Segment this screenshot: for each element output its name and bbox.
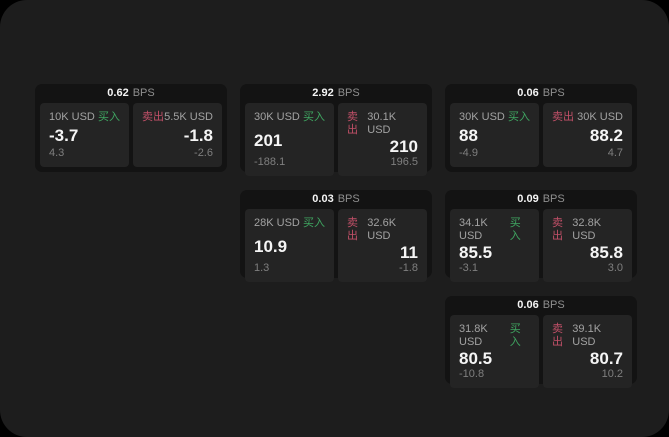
- bps-unit-label: BPS: [542, 299, 565, 311]
- quote-card-grid: 0.62 BPS 10K USD 买入 -3.7 4.3 卖出: [35, 84, 637, 388]
- buy-notional: 34.1K USD: [459, 217, 488, 242]
- price-cells: 10K USD 买入 -3.7 4.3 卖出 5.5K USD -1.8 -2.…: [40, 103, 222, 167]
- sell-side-label: 卖出: [552, 217, 563, 242]
- quote-card: 2.92 BPS 30K USD 买入 201 -188.1 卖出: [240, 84, 432, 176]
- quote-card: 0.06 BPS 31.8K USD 买入 80.5 -10.8 卖: [445, 296, 637, 388]
- buy-price-tile[interactable]: 31.8K USD 买入 80.5 -10.8: [450, 315, 539, 388]
- bps-header: 2.92 BPS: [245, 84, 427, 103]
- sell-side-label: 卖出: [552, 111, 574, 123]
- sell-price-tile[interactable]: 卖出 30K USD 88.2 4.7: [543, 103, 632, 167]
- buy-price-tile[interactable]: 30K USD 买入 88 -4.9: [450, 103, 539, 167]
- sell-sub-value: 196.5: [390, 156, 418, 168]
- sell-price-value: 11: [400, 243, 418, 262]
- buy-price-value: 85.5: [459, 243, 493, 262]
- buy-price-value: 10.9: [254, 236, 288, 256]
- quote-card: 0.06 BPS 30K USD 买入 88 -4.9 卖出: [445, 84, 637, 172]
- sell-price-value: -1.8: [183, 126, 213, 145]
- buy-price-tile[interactable]: 30K USD 买入 201 -188.1: [245, 103, 334, 176]
- buy-notional: 28K USD: [254, 217, 300, 229]
- sell-side-label: 卖出: [552, 323, 563, 348]
- price-cells: 30K USD 买入 201 -188.1 卖出 30.1K USD 210 1…: [245, 103, 427, 176]
- sell-notional: 39.1K USD: [572, 323, 602, 348]
- bps-value: 0.09: [517, 193, 539, 205]
- sell-sub-value: -2.6: [194, 147, 213, 159]
- bps-unit-label: BPS: [542, 193, 565, 205]
- buy-side-label: 买入: [303, 111, 325, 123]
- quote-card: 0.62 BPS 10K USD 买入 -3.7 4.3 卖出: [35, 84, 227, 172]
- sell-price-value: 80.7: [589, 349, 623, 368]
- sell-notional: 30K USD: [577, 111, 623, 123]
- sell-notional: 32.8K USD: [572, 217, 602, 242]
- buy-notional: 30K USD: [459, 111, 505, 123]
- bps-value: 0.03: [312, 193, 334, 205]
- buy-sub-value: 4.3: [49, 147, 65, 159]
- price-cells: 30K USD 买入 88 -4.9 卖出 30K USD 88.2 4.7: [450, 103, 632, 167]
- buy-sub-value: -10.8: [459, 368, 485, 380]
- sell-sub-value: 3.0: [607, 262, 623, 274]
- buy-side-label: 买入: [509, 323, 521, 348]
- sell-price-tile[interactable]: 卖出 39.1K USD 80.7 10.2: [543, 315, 632, 388]
- sell-price-tile[interactable]: 卖出 30.1K USD 210 196.5: [338, 103, 427, 176]
- sell-price-tile[interactable]: 卖出 32.8K USD 85.8 3.0: [543, 209, 632, 282]
- bps-header: 0.09 BPS: [450, 190, 632, 209]
- bps-header: 0.03 BPS: [245, 190, 427, 209]
- bps-header: 0.06 BPS: [450, 84, 632, 103]
- buy-side-label: 买入: [98, 111, 120, 123]
- bps-header: 0.06 BPS: [450, 296, 632, 315]
- buy-price-tile[interactable]: 10K USD 买入 -3.7 4.3: [40, 103, 129, 167]
- bps-unit-label: BPS: [542, 87, 565, 99]
- sell-notional: 30.1K USD: [367, 111, 397, 136]
- buy-price-value: 80.5: [459, 349, 493, 368]
- buy-side-label: 买入: [509, 217, 521, 242]
- buy-side-label: 买入: [303, 217, 325, 229]
- bps-unit-label: BPS: [337, 193, 360, 205]
- buy-notional: 10K USD: [49, 111, 95, 123]
- bps-unit-label: BPS: [337, 87, 360, 99]
- sell-price-value: 88.2: [589, 126, 623, 145]
- buy-price-value: 88: [459, 126, 478, 145]
- sell-sub-value: 10.2: [601, 368, 623, 380]
- buy-price-value: -3.7: [49, 126, 79, 145]
- sell-notional: 32.6K USD: [367, 217, 397, 242]
- buy-notional: 31.8K USD: [459, 323, 488, 348]
- bps-value: 0.06: [517, 299, 539, 311]
- buy-sub-value: -188.1: [254, 156, 286, 168]
- sell-price-value: 210: [389, 137, 418, 156]
- price-cells: 34.1K USD 买入 85.5 -3.1 卖出 32.8K USD 85.8…: [450, 209, 632, 282]
- bps-value: 2.92: [312, 87, 334, 99]
- buy-notional: 30K USD: [254, 111, 300, 123]
- buy-sub-value: 1.3: [254, 262, 270, 274]
- sell-sub-value: -1.8: [399, 262, 418, 274]
- sell-notional: 5.5K USD: [164, 111, 213, 123]
- sell-price-tile[interactable]: 卖出 5.5K USD -1.8 -2.6: [133, 103, 222, 167]
- sell-sub-value: 4.7: [607, 147, 623, 159]
- sell-side-label: 卖出: [142, 111, 164, 123]
- sell-side-label: 卖出: [347, 111, 358, 136]
- sell-side-label: 卖出: [347, 217, 358, 242]
- quote-card: 0.03 BPS 28K USD 买入 10.9 1.3 卖出: [240, 190, 432, 282]
- buy-price-tile[interactable]: 34.1K USD 买入 85.5 -3.1: [450, 209, 539, 282]
- buy-price-value: 201: [254, 130, 283, 150]
- buy-side-label: 买入: [508, 111, 530, 123]
- bps-header: 0.62 BPS: [40, 84, 222, 103]
- price-cells: 28K USD 买入 10.9 1.3 卖出 32.6K USD 11 -1.8: [245, 209, 427, 282]
- bps-unit-label: BPS: [132, 87, 155, 99]
- price-cells: 31.8K USD 买入 80.5 -10.8 卖出 39.1K USD 80.…: [450, 315, 632, 388]
- buy-sub-value: -3.1: [459, 262, 478, 274]
- bps-value: 0.62: [107, 87, 129, 99]
- buy-sub-value: -4.9: [459, 147, 478, 159]
- quote-card: 0.09 BPS 34.1K USD 买入 85.5 -3.1 卖出: [445, 190, 637, 282]
- sell-price-tile[interactable]: 卖出 32.6K USD 11 -1.8: [338, 209, 427, 282]
- buy-price-tile[interactable]: 28K USD 买入 10.9 1.3: [245, 209, 334, 282]
- bps-value: 0.06: [517, 87, 539, 99]
- sell-price-value: 85.8: [589, 243, 623, 262]
